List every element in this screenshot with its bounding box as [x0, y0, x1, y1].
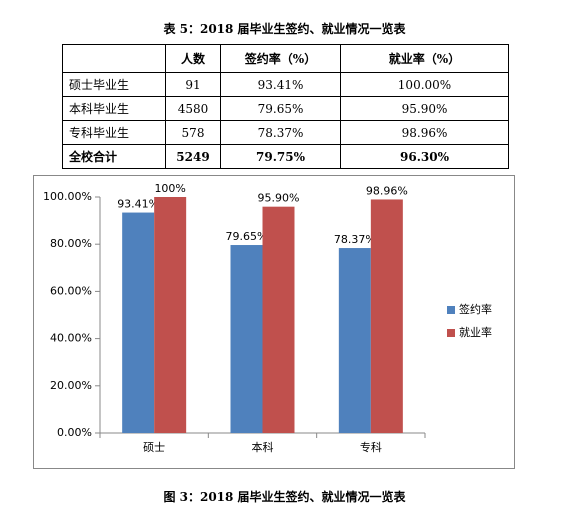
data-table: 人数 签约率（%） 就业率（%） 硕士毕业生 91 93.41% 100.00% 本科毕业生 4… — [62, 44, 509, 169]
value-label: 100% — [154, 182, 185, 195]
y-tick-label: 0.00% — [57, 426, 92, 439]
y-tick-label: 20.00% — [50, 379, 92, 392]
legend-label: 就业率 — [459, 325, 492, 339]
table-row: 专科毕业生 578 78.37% 98.96% — [62, 120, 509, 145]
table-row: 全校合计 5249 79.75% 96.30% — [62, 144, 509, 169]
header-cell: 就业率（%） — [340, 44, 509, 73]
table-cell: 本科毕业生 — [62, 96, 166, 121]
table-cell: 4580 — [165, 96, 221, 121]
table-cell: 96.30% — [340, 144, 509, 169]
table-cell: 93.41% — [220, 72, 341, 97]
table-cell: 79.75% — [220, 144, 341, 169]
table-row: 本科毕业生 4580 79.65% 95.90% — [62, 96, 509, 121]
table-cell: 5249 — [165, 144, 221, 169]
header-cell: 人数 — [165, 44, 221, 73]
x-tick-label: 本科 — [252, 440, 274, 454]
legend-label: 签约率 — [459, 302, 492, 316]
table-cell: 专科毕业生 — [62, 120, 166, 145]
x-tick-label: 硕士 — [143, 441, 165, 454]
table-cell: 79.65% — [220, 96, 341, 121]
value-label: 79.65% — [226, 230, 268, 243]
y-tick-label: 60.00% — [50, 284, 92, 297]
header-cell — [62, 44, 166, 73]
legend-swatch — [447, 306, 455, 314]
table-cell: 100.00% — [340, 72, 509, 97]
table-row: 硕士毕业生 91 93.41% 100.00% — [62, 72, 509, 97]
bar — [154, 197, 187, 433]
value-label: 95.90% — [258, 192, 300, 205]
y-tick-label: 40.00% — [50, 332, 92, 345]
table-cell: 578 — [165, 120, 221, 145]
chart-frame — [33, 175, 515, 469]
bar — [338, 248, 371, 433]
value-label: 98.96% — [366, 184, 408, 197]
figure-caption: 图 3：2018 届毕业生签约、就业情况一览表 — [163, 490, 406, 504]
y-tick-label: 80.00% — [50, 237, 92, 250]
header-row: 人数 签约率（%） 就业率（%） — [62, 44, 509, 73]
bar — [262, 206, 295, 433]
bar — [370, 199, 403, 433]
table-cell: 全校合计 — [62, 144, 166, 169]
table-cell: 78.37% — [220, 120, 341, 145]
value-label: 93.41% — [117, 198, 159, 211]
table-cell: 95.90% — [340, 96, 509, 121]
legend-swatch — [447, 329, 455, 337]
table-title: 表 5：2018 届毕业生签约、就业情况一览表 — [163, 22, 406, 36]
bar — [122, 212, 155, 433]
y-tick-label: 100.00% — [43, 190, 92, 203]
bar — [230, 245, 263, 433]
value-label: 78.37% — [334, 233, 376, 246]
x-tick-label: 专科 — [360, 440, 382, 454]
